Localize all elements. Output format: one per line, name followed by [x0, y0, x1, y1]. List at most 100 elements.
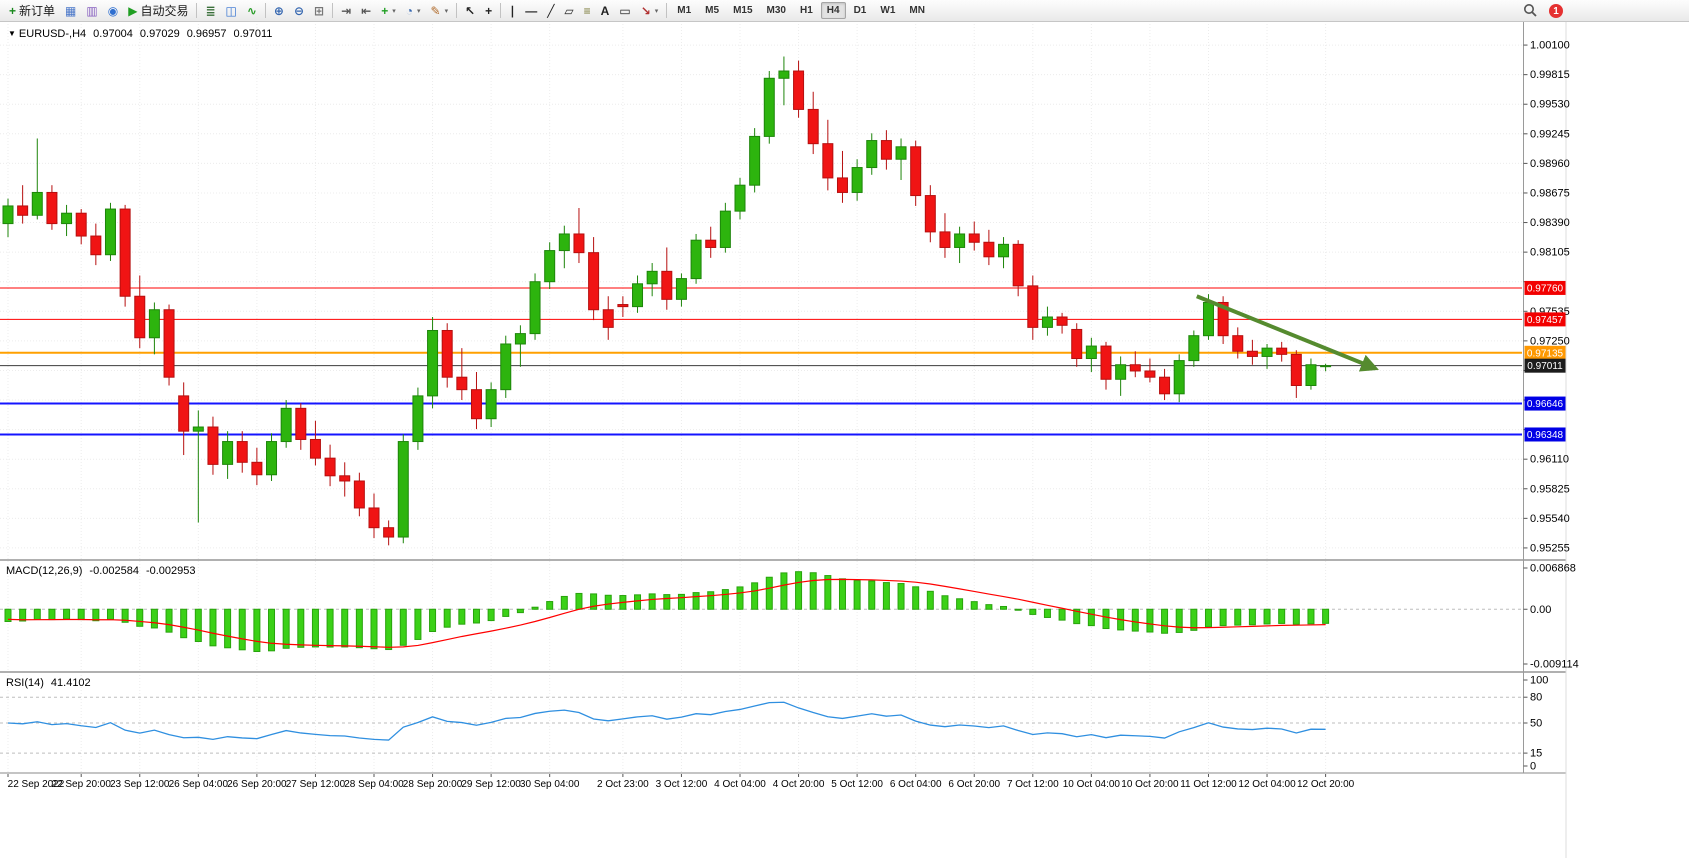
macd-axis-label: -0.009114	[1530, 659, 1579, 671]
time-axis-label: 3 Oct 12:00	[656, 779, 708, 790]
chevron-down-icon: ▾	[654, 7, 659, 15]
chart-ohlc-header: ▼ EURUSD-,H4 0.97004 0.97029 0.96957 0.97011	[8, 28, 272, 40]
auto-scroll-button[interactable]: ⇥	[336, 1, 356, 20]
channel-icon: ▱	[564, 3, 574, 18]
toolbar-separator	[332, 3, 334, 18]
bar-chart-button[interactable]: ≣	[200, 1, 220, 20]
toolbar-separator	[196, 3, 198, 18]
timeframe-h4-button[interactable]: H4	[820, 2, 846, 19]
periods-button[interactable]: ◔ ▾	[401, 1, 426, 20]
toolbar-separator	[666, 3, 668, 18]
timeframe-m30-button[interactable]: M30	[766, 5, 786, 16]
timeframe-w1-button[interactable]: W1	[880, 5, 896, 16]
rsi-axis-label: 50	[1530, 718, 1542, 730]
new-order-button-label: 新订单	[19, 4, 56, 18]
candlestick-series[interactable]	[2, 56, 1332, 546]
label-icon: ▭	[619, 3, 631, 18]
timeframe-m5-button[interactable]: M5	[705, 5, 720, 16]
toolbar-groups: + 新订单 ▦ ▥ ◉ ▶ 自动交易 ≣ ◫ ∿ ⊕ ⊖ ⊞ ⇥ ⇤ + ▾ ◔ ▾ ✎ ▾ ↖ + ∣ — ╱ ▱ ≡ A ▭ ↘ ▾ M1 M…	[4, 0, 932, 21]
template-icon: ✎	[430, 3, 441, 18]
window-separator-2[interactable]	[0, 671, 1566, 673]
price-axis-label: 0.99245	[1530, 128, 1570, 140]
cursor-button[interactable]: ↖	[460, 1, 480, 20]
zoom-out-icon: ⊖	[293, 3, 305, 18]
resistance-line-1-badge	[1524, 280, 1566, 295]
templates-button[interactable]: ✎ ▾	[426, 1, 454, 20]
zoom-in-button[interactable]: ⊕	[269, 1, 289, 20]
indicators-icon: +	[381, 3, 389, 18]
downtrend-arrow[interactable]	[1196, 294, 1379, 372]
chart-shift-button[interactable]: ⇤	[356, 1, 376, 20]
support-line-1-badge-label: 0.96646	[1527, 399, 1564, 410]
label-button[interactable]: ▭	[614, 1, 635, 20]
macd-signal-value: -0.002953	[145, 565, 196, 577]
chart-canvas[interactable]: 1.00100 0.99815 0.99530 0.99245 0.98960 0.986…	[0, 22, 1689, 858]
grid-lines	[0, 24, 1522, 772]
time-axis-label: 10 Oct 20:00	[1121, 779, 1179, 790]
chevron-down-icon: ▾	[417, 7, 421, 15]
arrow-tools-icon: ↘	[640, 3, 651, 18]
indicators-button[interactable]: + ▾	[376, 1, 401, 20]
open-value: 0.97004	[93, 28, 133, 40]
arrows-button[interactable]: ↘ ▾	[636, 1, 664, 20]
tile-windows-button[interactable]: ⊞	[309, 1, 329, 20]
toolbar-right-group: 1	[1518, 0, 1563, 22]
time-axis-label: 7 Oct 12:00	[1007, 779, 1059, 790]
low-value: 0.96957	[186, 28, 227, 40]
auto-trading-button[interactable]: ▶ 自动交易	[123, 1, 193, 20]
vertical-line-icon: ∣	[509, 3, 516, 18]
price-scale[interactable]: 1.00100 0.99815 0.99530 0.99245 0.98960 0.986…	[1523, 40, 1570, 555]
text-icon: A	[600, 3, 610, 18]
horizontal-line-button[interactable]: —	[520, 1, 542, 20]
rsi-axis-label: 0	[1530, 761, 1536, 773]
candlestick-chart-button[interactable]: ◫	[221, 1, 242, 20]
time-axis-label: 26 Sep 04:00	[169, 779, 229, 790]
cursor-icon: ↖	[465, 3, 476, 18]
search-button[interactable]	[1518, 2, 1542, 21]
current-price-line-badge-label: 0.97011	[1527, 361, 1563, 372]
price-axis-label: 0.99815	[1530, 69, 1570, 81]
line-chart-button[interactable]: ∿	[242, 1, 262, 20]
time-axis-label: 28 Sep 04:00	[344, 779, 404, 790]
trend-arrow-annotation[interactable]	[1196, 294, 1379, 372]
new-order-icon: +	[9, 3, 17, 18]
macd-axis-label: 0.006868	[1530, 563, 1576, 575]
crosshair-button[interactable]: +	[480, 1, 497, 20]
text-button[interactable]: A	[596, 1, 615, 20]
zoom-out-button[interactable]: ⊖	[289, 1, 309, 20]
candlestick-icon: ◫	[225, 3, 237, 18]
time-axis-label: 22 Sep 2022	[8, 779, 65, 790]
rsi-panel[interactable]: 100 80 50 150	[0, 675, 1548, 773]
notification-badge[interactable]: 1	[1549, 4, 1563, 18]
timeframe-m15-button[interactable]: M15	[733, 5, 753, 16]
time-axis-label: 10 Oct 04:00	[1063, 779, 1121, 790]
profiles-button[interactable]: ▥	[81, 1, 102, 20]
vertical-line-button[interactable]: ∣	[504, 1, 520, 20]
rsi-header: RSI(14) 41.4102	[6, 677, 91, 689]
trendline-button[interactable]: ╱	[542, 1, 559, 20]
fibonacci-button[interactable]: ≡	[579, 1, 596, 20]
timeframe-h1-button[interactable]: H1	[799, 5, 813, 16]
time-axis-label: 26 Sep 20:00	[227, 779, 287, 790]
price-axis-label: 0.95825	[1530, 483, 1570, 495]
data-window-button[interactable]: ◉	[103, 1, 123, 20]
rsi-axis-label: 100	[1530, 675, 1548, 687]
new-order-button[interactable]: + 新订单	[4, 1, 60, 20]
price-axis-label: 0.96110	[1530, 454, 1569, 466]
chart-window-button[interactable]: ▦	[60, 1, 81, 20]
timeframe-d1-button[interactable]: D1	[853, 5, 867, 16]
channel-button[interactable]: ▱	[559, 1, 578, 20]
high-value: 0.97029	[139, 28, 180, 40]
time-axis-label: 23 Sep 12:00	[110, 779, 170, 790]
timeframe-mn-button[interactable]: MN	[909, 5, 925, 16]
window-separator-1[interactable]	[0, 559, 1566, 561]
rsi-axis-label: 80	[1530, 692, 1542, 704]
timeframe-m1-button[interactable]: M1	[677, 5, 692, 16]
symbol-marker-icon: ▼	[8, 29, 16, 38]
time-axis-label: 12 Oct 20:00	[1297, 779, 1355, 790]
price-axis-label: 0.98675	[1530, 187, 1570, 199]
auto-scroll-icon: ⇥	[341, 3, 352, 18]
macd-panel[interactable]: 0.006868 0.00 -0.009114	[0, 563, 1579, 671]
